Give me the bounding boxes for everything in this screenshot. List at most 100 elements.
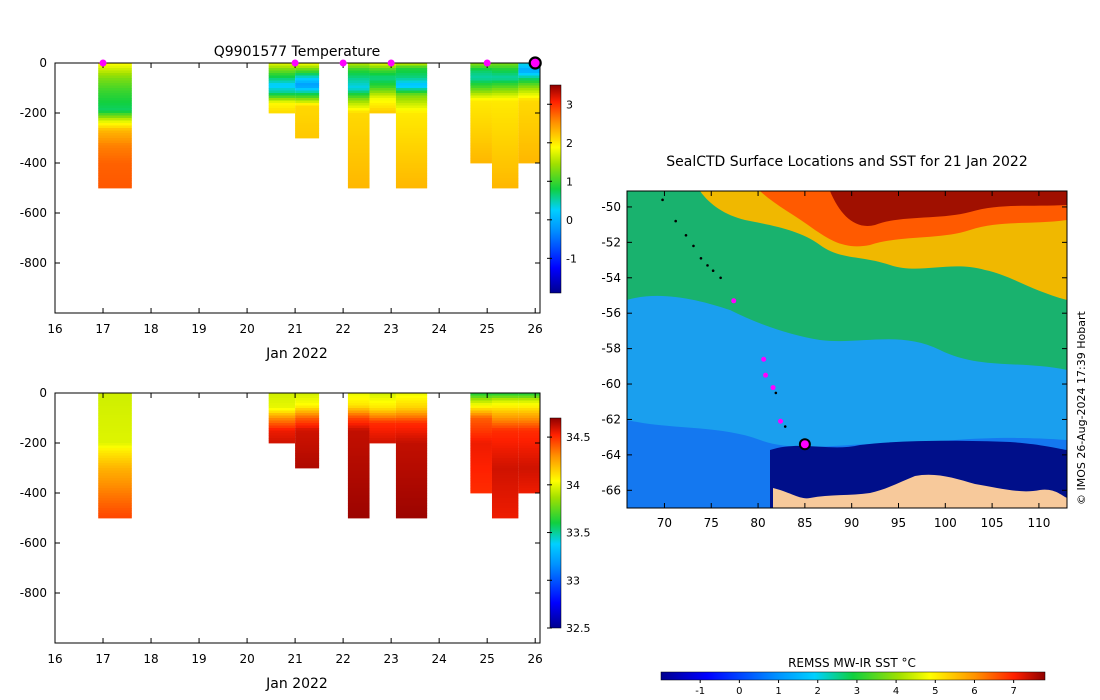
- profile-cell: [295, 438, 320, 441]
- profile-cell: [518, 95, 540, 99]
- profile-cell: [347, 400, 370, 404]
- profile-cell: [491, 495, 519, 499]
- profile-cell: [518, 415, 540, 419]
- profile-cell: [470, 68, 492, 71]
- profile-cell: [98, 425, 132, 429]
- profile-cell: [295, 435, 320, 439]
- colorbar-tick-label: 34: [566, 479, 580, 492]
- profile-cell: [395, 83, 428, 86]
- profile-cell: [98, 440, 132, 444]
- profile-cell: [491, 163, 519, 166]
- profile-cell: [347, 458, 370, 461]
- profile-cell: [98, 125, 132, 129]
- profile-cell: [470, 403, 492, 406]
- profile-cell: [347, 495, 370, 499]
- profile-cell: [347, 445, 370, 449]
- profile-cell: [491, 170, 519, 174]
- profile-cell: [369, 75, 396, 79]
- profile-cell: [491, 415, 519, 419]
- profile-cell: [98, 465, 132, 469]
- profile-cell: [98, 408, 132, 411]
- track-point: [674, 219, 677, 223]
- profile-cell: [395, 153, 428, 156]
- profile-cell: [98, 163, 132, 166]
- map-x-tick-label: 70: [657, 516, 672, 530]
- y-tick-label: -800: [20, 256, 47, 270]
- profile-cell: [98, 108, 132, 111]
- profile-cell: [347, 93, 370, 96]
- profile-cell: [295, 68, 320, 71]
- profile-cell: [98, 405, 132, 409]
- profile-cell: [395, 393, 428, 396]
- profile-cell: [491, 120, 519, 124]
- profile-cell: [98, 478, 132, 481]
- temperature-x-ticks: 16 17 18 19 20 21 22 23 24 25 26: [47, 63, 543, 336]
- profile-cell: [470, 480, 492, 484]
- profile-cell: [98, 453, 132, 456]
- profile-cell: [295, 78, 320, 81]
- profile-cell: [470, 478, 492, 481]
- profile-cell: [98, 68, 132, 71]
- profile-cell: [347, 413, 370, 416]
- profile-cell: [98, 140, 132, 144]
- map-x-tick-label: 95: [891, 516, 906, 530]
- profile-cell: [395, 103, 428, 106]
- profile-cell: [98, 148, 132, 151]
- map-x-tick-label: 100: [934, 516, 957, 530]
- profile-cell: [347, 423, 370, 426]
- profile-cell: [295, 130, 320, 134]
- profile-cell: [518, 113, 540, 116]
- sst-map-y-ticks: -50 -52 -54 -56 -58 -60 -62 -64 -66: [601, 200, 1067, 497]
- profile-cell: [295, 395, 320, 399]
- profile-cell: [98, 113, 132, 116]
- profile-cell: [98, 480, 132, 484]
- profile-cell: [295, 73, 320, 76]
- profile-cell: [98, 130, 132, 134]
- profile-column: [518, 393, 540, 494]
- x-tick-label: 21: [287, 652, 302, 666]
- profile-cell: [470, 398, 492, 401]
- profile-cell: [98, 458, 132, 461]
- profile-cell: [491, 88, 519, 91]
- salinity-plot-frame: [54, 392, 541, 644]
- profile-cell: [470, 450, 492, 454]
- profile-cell: [98, 443, 132, 446]
- profile-cell: [395, 445, 428, 449]
- profile-column: [470, 63, 492, 164]
- profile-column: [395, 63, 428, 189]
- profile-cell: [395, 395, 428, 399]
- profile-cell: [347, 440, 370, 444]
- profile-cell: [491, 433, 519, 436]
- profile-cell: [491, 500, 519, 504]
- profile-cell: [369, 70, 396, 74]
- profile-cell: [518, 100, 540, 104]
- profile-cell: [295, 133, 320, 136]
- profile-cell: [98, 158, 132, 161]
- profile-cell: [98, 143, 132, 146]
- profile-cell: [518, 445, 540, 449]
- profile-column: [518, 63, 540, 164]
- profile-cell: [98, 433, 132, 436]
- profile-cell: [268, 73, 296, 76]
- profile-cell: [395, 400, 428, 404]
- track-point: [699, 256, 703, 260]
- profile-cell: [369, 105, 396, 109]
- profile-cell: [491, 130, 519, 134]
- profile-cell: [347, 488, 370, 491]
- profile-cell: [369, 85, 396, 89]
- profile-cell: [347, 95, 370, 99]
- profile-cell: [369, 100, 396, 104]
- profile-cell: [369, 430, 396, 434]
- profile-cell: [470, 88, 492, 91]
- profile-cell: [491, 478, 519, 481]
- profile-cell: [395, 433, 428, 436]
- sst-colorbar: [660, 671, 1046, 681]
- x-tick-label: 24: [432, 322, 447, 336]
- profile-cell: [369, 405, 396, 409]
- profile-cell: [347, 173, 370, 176]
- profile-cell: [395, 443, 428, 446]
- profile-cell: [470, 120, 492, 124]
- profile-cell: [395, 515, 428, 519]
- y-tick-label: -400: [20, 486, 47, 500]
- profile-cell: [470, 133, 492, 136]
